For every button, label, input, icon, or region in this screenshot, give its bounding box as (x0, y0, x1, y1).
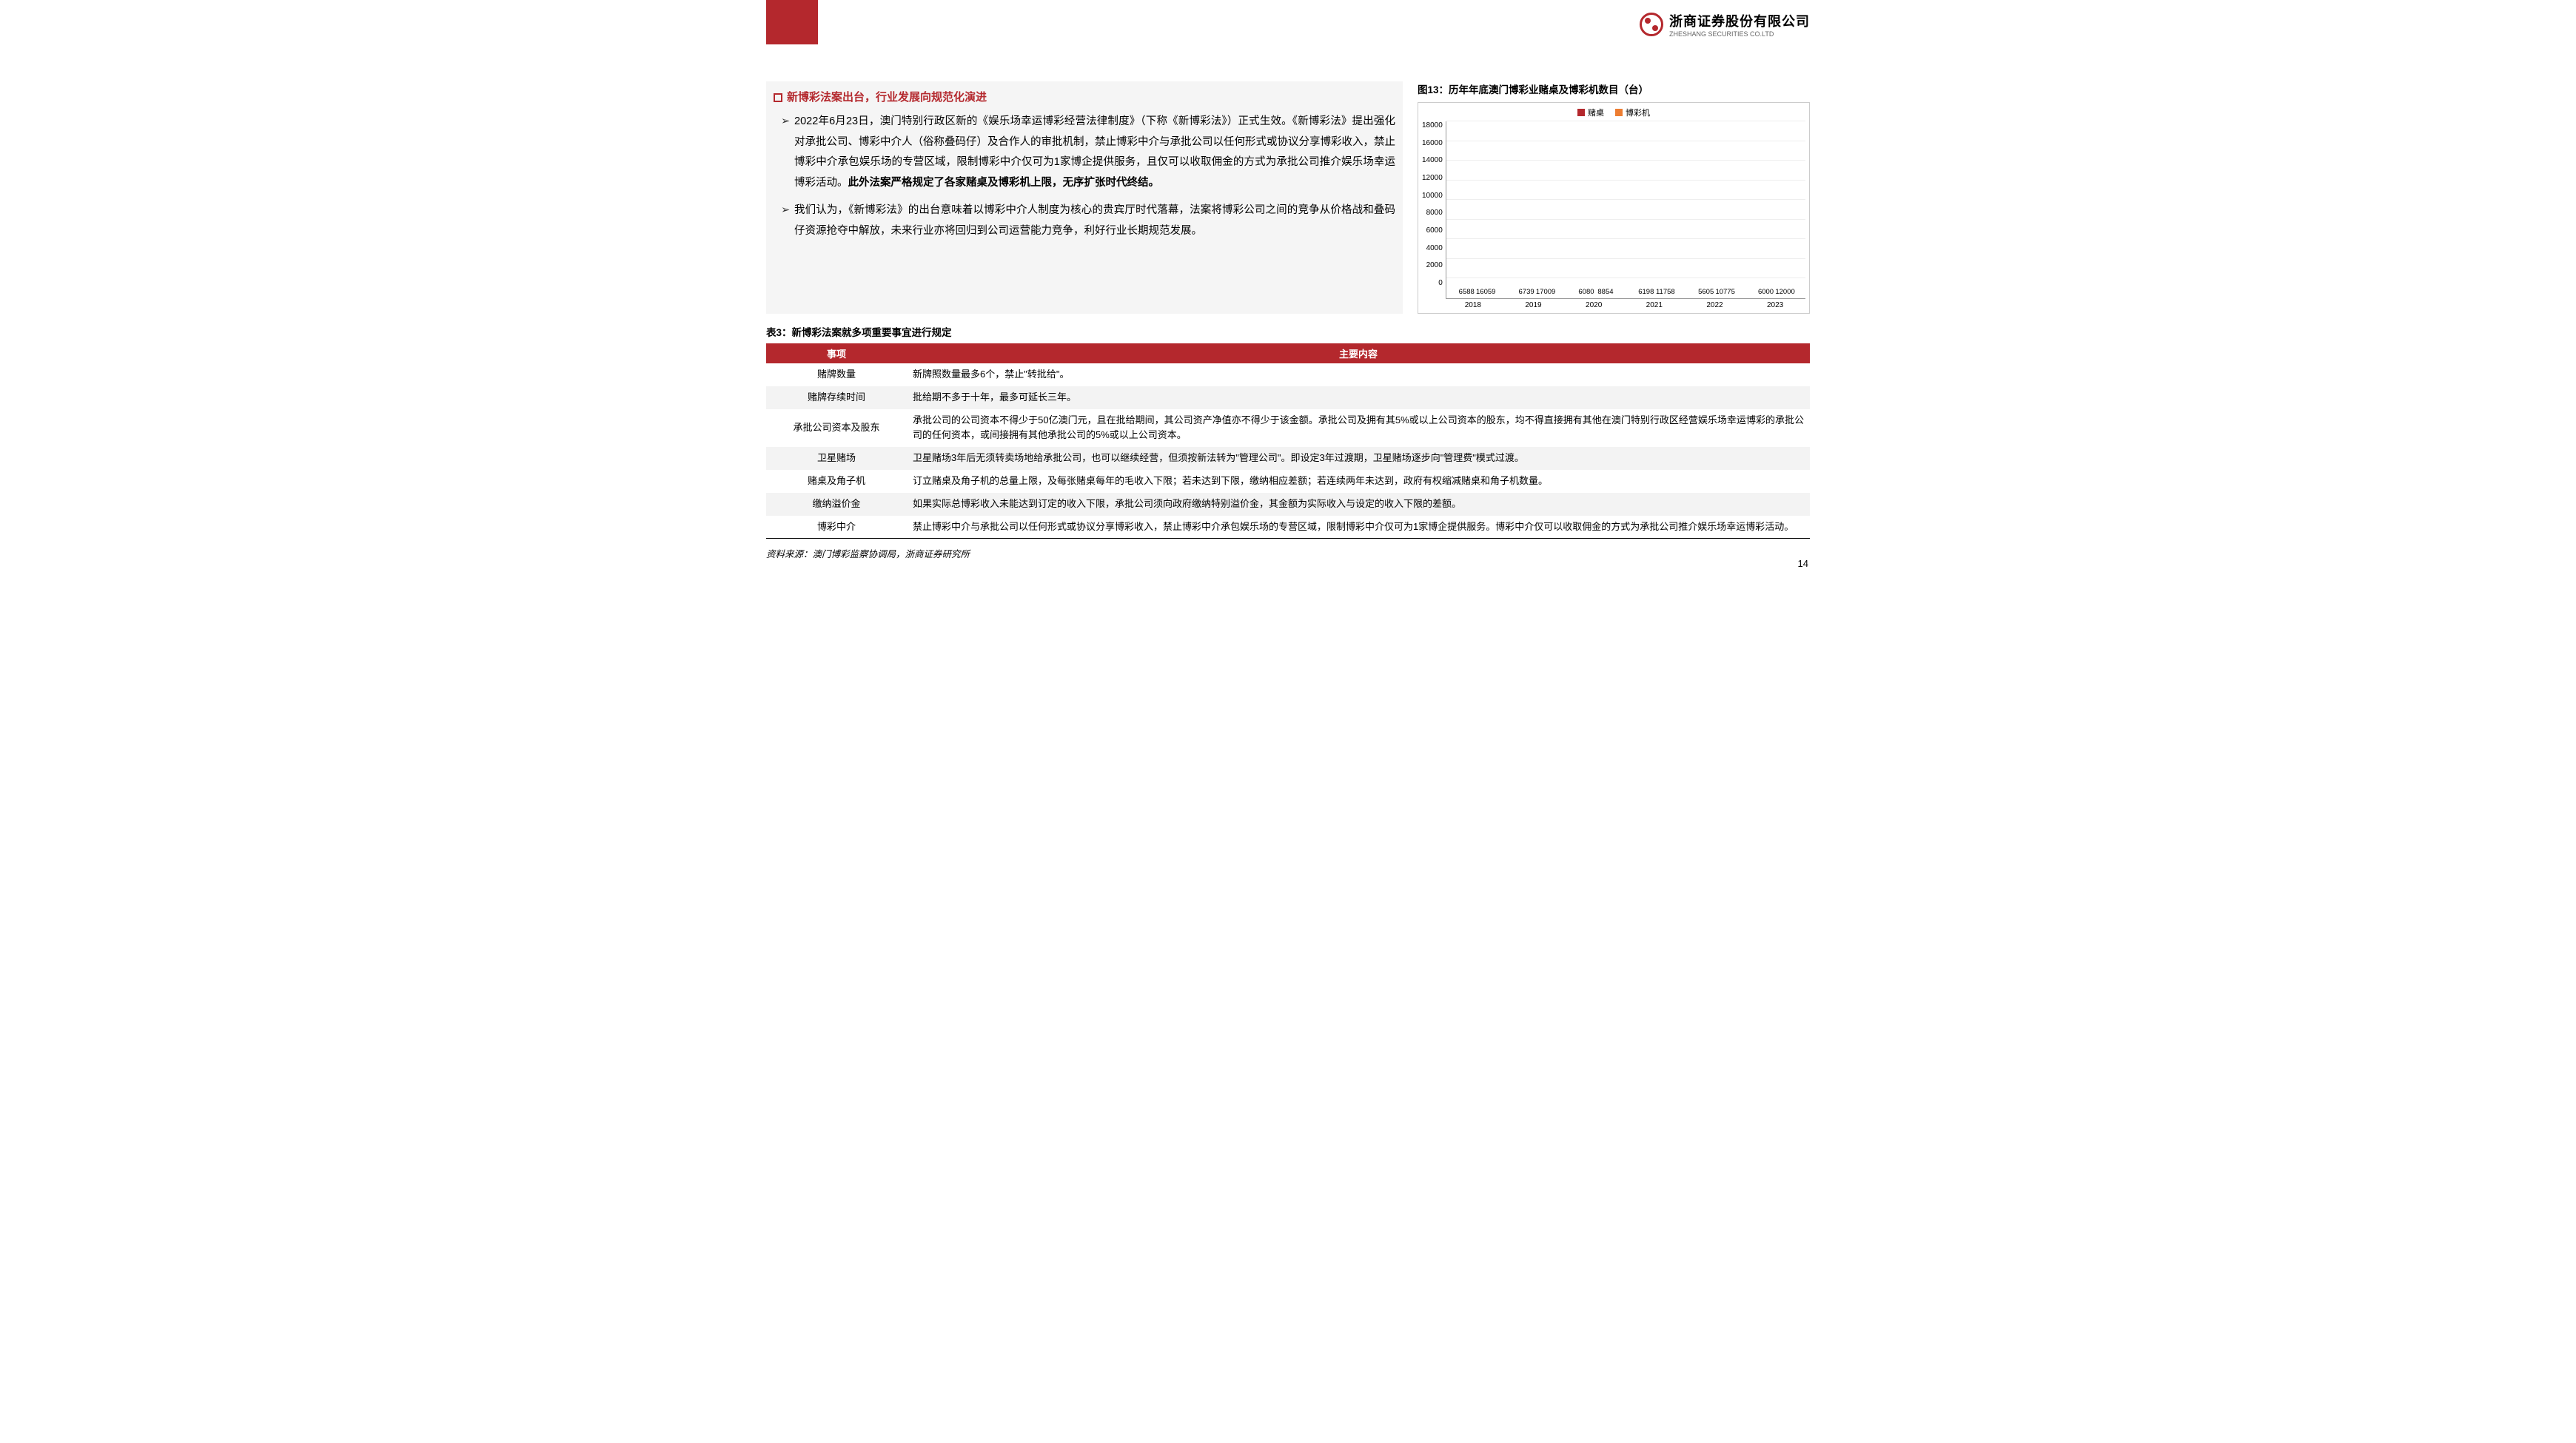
section-title: 新博彩法案出台，行业发展向规范化演进 (774, 89, 1395, 104)
table-item: 卫星赌场 (766, 447, 907, 470)
th-item: 事项 (766, 343, 907, 363)
chart-legend: 赌桌 博彩机 (1422, 107, 1805, 118)
table-content: 卫星赌场3年后无须转卖场地给承批公司，也可以继续经营，但须按新法转为"管理公司"… (907, 447, 1810, 470)
th-content: 主要内容 (907, 343, 1810, 363)
table-content: 批给期不多于十年，最多可延长三年。 (907, 386, 1810, 409)
bar-chart: 赌桌 博彩机 180001600014000120001000080006000… (1418, 102, 1810, 314)
table-item: 赌牌数量 (766, 363, 907, 386)
y-axis: 1800016000140001200010000800060004000200… (1422, 121, 1446, 299)
section-title-text: 新博彩法案出台，行业发展向规范化演进 (787, 91, 987, 104)
table-item: 博彩中介 (766, 516, 907, 539)
table-content: 订立赌桌及角子机的总量上限，及每张赌桌每年的毛收入下限；若未达到下限，缴纳相应差… (907, 470, 1810, 493)
table-item: 赌牌存续时间 (766, 386, 907, 409)
table-item: 缴纳溢价金 (766, 493, 907, 516)
x-axis: 201820192020202120222023 (1422, 299, 1805, 309)
paragraph-1: 2022年6月23日，澳门特别行政区新的《娱乐场幸运博彩经营法律制度》（下称《新… (781, 112, 1395, 193)
table-title: 表3：新博彩法案就多项重要事宜进行规定 (766, 324, 1810, 339)
decor-square (766, 0, 818, 44)
table-content: 如果实际总博彩收入未能达到订定的收入下限，承批公司须向政府缴纳特别溢价金，其金额… (907, 493, 1810, 516)
table-item: 赌桌及角子机 (766, 470, 907, 493)
chart-plot: 6588160596739170096080885461981175856051… (1446, 121, 1805, 299)
company-name-cn: 浙商证券股份有限公司 (1669, 11, 1810, 30)
text-panel: 新博彩法案出台，行业发展向规范化演进 2022年6月23日，澳门特别行政区新的《… (766, 81, 1403, 314)
company-logo: 浙商证券股份有限公司 ZHESHANG SECURITIES CO.LTD (1640, 11, 1810, 38)
page-number: 14 (1798, 558, 1808, 569)
logo-icon (1640, 13, 1663, 36)
table-content: 新牌照数量最多6个，禁止"转批给"。 (907, 363, 1810, 386)
chart-title: 图13：历年年底澳门博彩业赌桌及博彩机数目（台） (1418, 81, 1810, 96)
table-content: 承批公司的公司资本不得少于50亿澳门元，且在批给期间，其公司资产净值亦不得少于该… (907, 409, 1810, 448)
source-note: 资料来源：澳门博彩监察协调局，浙商证券研究所 (766, 546, 1810, 560)
company-name-en: ZHESHANG SECURITIES CO.LTD (1669, 30, 1810, 38)
regulation-table: 事项 主要内容 赌牌数量新牌照数量最多6个，禁止"转批给"。赌牌存续时间批给期不… (766, 343, 1810, 539)
paragraph-2: 我们认为，《新博彩法》的出台意味着以博彩中介人制度为核心的贵宾厅时代落幕，法案将… (781, 201, 1395, 241)
table-content: 禁止博彩中介与承批公司以任何形式或协议分享博彩收入，禁止博彩中介承包娱乐场的专营… (907, 516, 1810, 539)
table-item: 承批公司资本及股东 (766, 409, 907, 448)
